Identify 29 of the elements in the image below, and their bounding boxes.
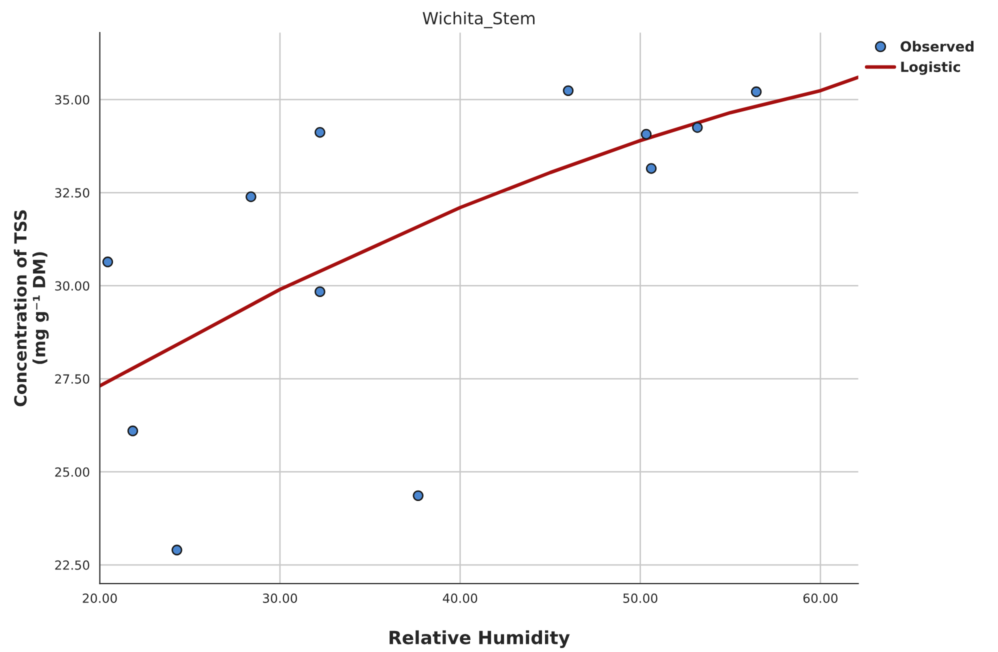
- point: [646, 163, 657, 174]
- point: [246, 191, 256, 202]
- point: [562, 85, 574, 96]
- y-tick-label: 22.50: [55, 560, 90, 570]
- point: [127, 426, 138, 436]
- y-tick-label: 30.00: [55, 281, 90, 291]
- point: [314, 286, 326, 298]
- y-axis-title: Concentration of TSS (mg g⁻¹ DM): [14, 210, 49, 406]
- y-tick-label: 35.00: [55, 95, 90, 105]
- x-axis-title: Relative Humidity: [390, 630, 570, 648]
- point: [640, 128, 652, 140]
- x-tick-label: 20.00: [82, 593, 117, 603]
- x-tick-label: 50.00: [623, 593, 658, 603]
- point: [314, 127, 326, 138]
- x-tick-label: 40.00: [442, 593, 478, 603]
- chart-title: Wichita_Stem: [422, 12, 535, 28]
- y-tick-label: 27.50: [55, 374, 90, 384]
- point: [412, 490, 424, 502]
- y-tick-label: 32.50: [55, 188, 90, 198]
- point: [750, 86, 762, 98]
- point: [172, 544, 182, 556]
- y-tick-label: 25.00: [55, 467, 90, 477]
- x-tick-label: 30.00: [263, 593, 298, 603]
- point: [692, 122, 703, 133]
- legend-label: Observed: [900, 40, 974, 52]
- legend-label: Logistic: [901, 61, 960, 75]
- point: [102, 256, 114, 268]
- line-series: [100, 76, 858, 388]
- x-tick-label: 60.00: [803, 593, 838, 603]
